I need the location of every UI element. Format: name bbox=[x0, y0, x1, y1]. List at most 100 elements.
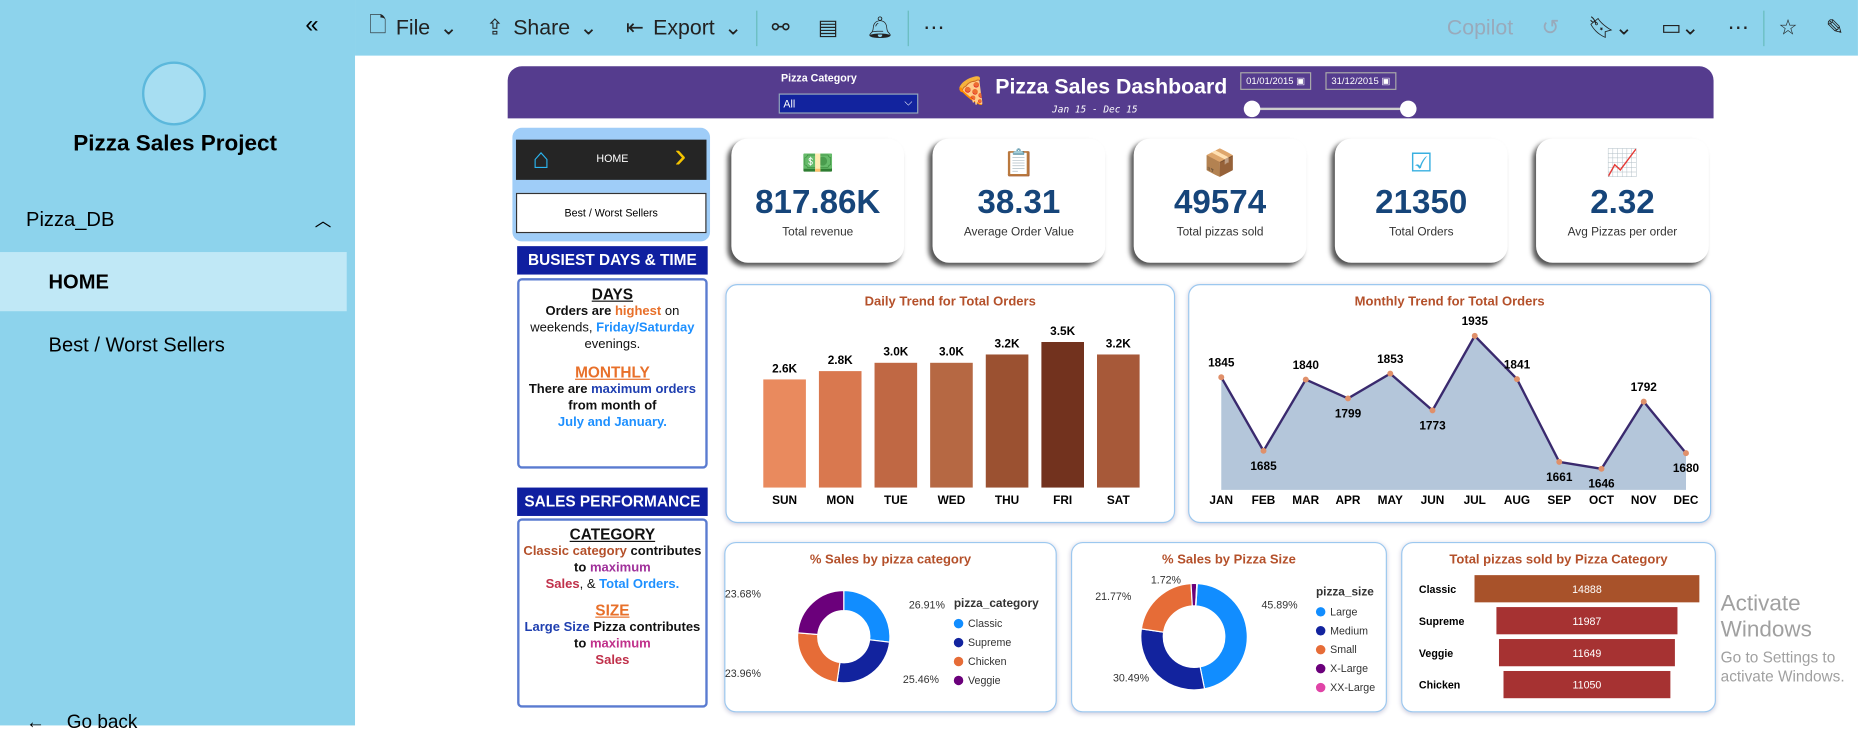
x-tick-label: DEC bbox=[1673, 493, 1698, 507]
t: Sales bbox=[595, 653, 630, 668]
end-date-input[interactable]: 31/12/2015 ▣ bbox=[1325, 72, 1397, 90]
data-label: 1773 bbox=[1419, 418, 1446, 432]
data-point bbox=[1683, 450, 1689, 457]
legend-item[interactable]: Small bbox=[1315, 644, 1375, 656]
legend-item[interactable]: Veggie bbox=[953, 675, 1039, 686]
data-label: 2.6K bbox=[772, 361, 797, 375]
slice-label: 1.72% bbox=[1151, 574, 1182, 586]
data-label: 1661 bbox=[1546, 470, 1573, 484]
legend-marker bbox=[1315, 626, 1326, 636]
x-tick-label: AUG bbox=[1504, 493, 1530, 507]
data-label: 1792 bbox=[1631, 380, 1658, 394]
category-donut-chart: % Sales by pizza category 26.91% 25.46% 23… bbox=[724, 541, 1057, 713]
category-dropdown[interactable]: All ⌵ bbox=[778, 93, 919, 114]
start-date: 01/01/2015 bbox=[1246, 75, 1294, 87]
data-label: 1840 bbox=[1293, 358, 1320, 372]
data-label: 1935 bbox=[1462, 314, 1489, 328]
home-nav-button[interactable]: ⌂ HOME › bbox=[515, 136, 707, 180]
data-label: 3.0K bbox=[939, 345, 964, 359]
x-tick-label: MON bbox=[826, 493, 854, 507]
legend-item[interactable]: Classic bbox=[953, 618, 1039, 630]
slice-label: 23.96% bbox=[725, 668, 761, 680]
slice-label: 30.49% bbox=[1113, 673, 1150, 685]
chart-title: % Sales by pizza category bbox=[809, 552, 972, 567]
legend-item[interactable]: Medium bbox=[1315, 624, 1375, 637]
x-tick-label: TUE bbox=[884, 493, 908, 507]
dashboard-header: Pizza Category All ⌵ 🍕 Pizza Sales Dashbo… bbox=[507, 66, 1714, 119]
file-menu[interactable]: 🗋 File ⌄ bbox=[355, 10, 472, 46]
go-back-link[interactable]: ← Go back bbox=[26, 712, 138, 733]
legend-item[interactable]: Chicken bbox=[953, 656, 1039, 667]
share-icon: ⇪ bbox=[485, 15, 504, 40]
data-label: 14888 bbox=[1572, 584, 1602, 596]
best-worst-nav-button[interactable]: Best / Worst Sellers bbox=[515, 192, 707, 234]
edit-pencil-icon[interactable]: ✎ bbox=[1825, 15, 1844, 40]
kpi-label: Total Orders bbox=[1389, 226, 1454, 240]
group-pizza-db[interactable]: Pizza_DB bbox=[26, 208, 115, 231]
data-point bbox=[1514, 376, 1520, 383]
undo-icon[interactable]: ↺ bbox=[1541, 15, 1560, 40]
view-icon[interactable]: ▭⌄ bbox=[1661, 15, 1700, 40]
category-donut: 26.91% 25.46% 23.96% 23.68% bbox=[725, 589, 945, 686]
data-label: 1841 bbox=[1504, 357, 1531, 371]
kpi-card: 📈 2.32 Avg Pizzas per order bbox=[1536, 138, 1709, 263]
t: There are bbox=[528, 382, 592, 397]
bell-icon[interactable]: 🔔︎ bbox=[866, 15, 894, 40]
legend-item[interactable]: Large bbox=[1315, 605, 1375, 618]
export-menu[interactable]: ⇤ Export ⌄ bbox=[625, 15, 743, 40]
data-point bbox=[1598, 465, 1605, 472]
sidebar-item-home[interactable]: HOME bbox=[0, 252, 347, 312]
start-date-input[interactable]: 01/01/2015 ▣ bbox=[1240, 72, 1312, 90]
t: Orders are bbox=[545, 304, 615, 319]
bar-sat bbox=[1097, 354, 1140, 488]
clipboard-icon: 📋 bbox=[1002, 147, 1036, 178]
funnel-bar-classic bbox=[1474, 575, 1700, 603]
more-options-icon[interactable]: ⋯ bbox=[1727, 15, 1749, 40]
bookmark-icon[interactable]: 🔖︎⌄ bbox=[1587, 15, 1633, 40]
copilot-button[interactable]: Copilot bbox=[1433, 15, 1528, 40]
sidebar: « Pizza Sales Project Pizza_DB ︿ HOME Be… bbox=[0, 0, 356, 733]
data-point bbox=[1302, 376, 1309, 383]
more-icon[interactable]: ⋯ bbox=[923, 15, 945, 40]
data-point bbox=[1640, 398, 1647, 405]
x-tick-label: FEB bbox=[1252, 493, 1276, 507]
favorite-star-icon[interactable]: ☆ bbox=[1778, 15, 1798, 40]
slice-classic bbox=[843, 589, 891, 643]
data-label: 3.2K bbox=[995, 336, 1020, 350]
filter-label: Pizza Category bbox=[781, 72, 857, 85]
legend-item[interactable]: Supreme bbox=[953, 637, 1039, 649]
growth-chart-icon: 📈 bbox=[1606, 147, 1639, 178]
share-menu[interactable]: ⇪ Share ⌄ bbox=[485, 15, 598, 40]
bar-thu bbox=[985, 354, 1029, 488]
date-slider-end-handle[interactable] bbox=[1399, 100, 1417, 118]
busiest-heading: BUSIEST DAYS & TIME bbox=[517, 246, 708, 275]
chevron-up-icon[interactable]: ︿ bbox=[314, 210, 332, 230]
legend-label: Large bbox=[1330, 605, 1358, 618]
legend-item[interactable]: X-Large bbox=[1315, 663, 1375, 675]
collapse-icon[interactable]: « bbox=[305, 11, 319, 38]
subscribe-icon[interactable]: ▤ bbox=[817, 15, 839, 40]
data-label: 3.0K bbox=[883, 345, 908, 359]
kpi-label: Avg Pizzas per order bbox=[1567, 226, 1678, 240]
data-label: 1685 bbox=[1250, 459, 1277, 473]
data-label: 1646 bbox=[1588, 477, 1615, 491]
kpi-card: 📋 38.31 Average Order Value bbox=[932, 138, 1106, 263]
date-slider-start-handle[interactable] bbox=[1243, 100, 1261, 118]
legend-label: Medium bbox=[1330, 624, 1369, 637]
share-label: Share bbox=[513, 15, 571, 40]
kpi-value: 38.31 bbox=[977, 183, 1061, 221]
sidebar-item-best-worst[interactable]: Best / Worst Sellers bbox=[48, 333, 225, 357]
legend-item[interactable]: XX-Large bbox=[1315, 682, 1375, 693]
date-slider-track[interactable] bbox=[1253, 107, 1408, 111]
slice-supreme bbox=[836, 639, 891, 684]
days-heading: DAYS bbox=[591, 285, 634, 303]
slice-label: 45.89% bbox=[1262, 599, 1299, 611]
funnel-bar-chicken bbox=[1503, 670, 1671, 699]
bar-fri bbox=[1041, 342, 1084, 488]
x-tick-label: JUL bbox=[1464, 493, 1486, 507]
legend-marker bbox=[1315, 644, 1326, 655]
data-point bbox=[1260, 447, 1267, 454]
home-label: HOME bbox=[596, 152, 629, 165]
binoculars-icon[interactable]: ⚯ bbox=[771, 15, 790, 40]
t: , & bbox=[579, 577, 600, 592]
